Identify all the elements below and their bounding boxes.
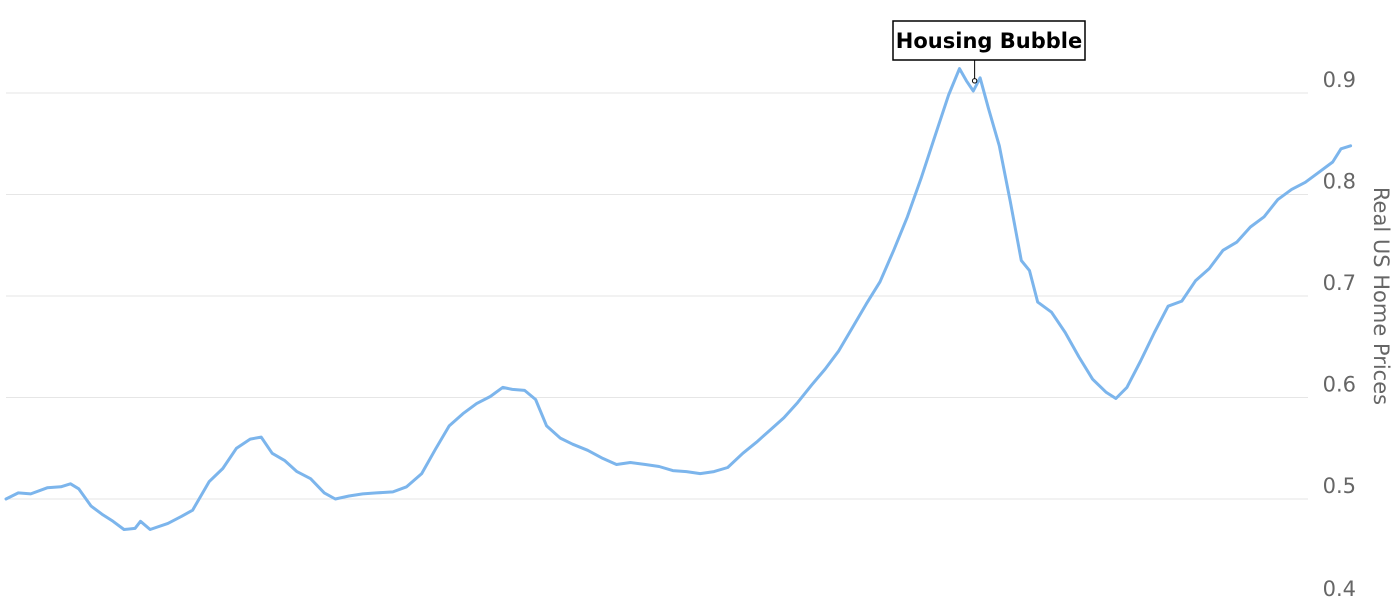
series-line (4, 67, 1353, 531)
series-layer (4, 67, 1353, 531)
annotation-label: Housing Bubble (896, 29, 1082, 53)
annotation-box (892, 20, 1086, 61)
grid-layer (6, 92, 1308, 500)
y-tick-label: 0.5 (1323, 474, 1356, 498)
y-tick-label: 0.9 (1323, 68, 1356, 92)
y-axis-title: Real US Home Prices (1369, 187, 1393, 405)
y-tick-label: 0.6 (1323, 373, 1356, 397)
y-tick-label: 0.7 (1323, 271, 1356, 295)
annotation-layer: Housing Bubble (892, 20, 1086, 84)
y-axis-ticks: 0.4 0.5 0.6 0.7 0.8 0.9 (1323, 68, 1356, 601)
annotation-point (971, 78, 978, 84)
y-tick-label: 0.8 (1323, 170, 1356, 194)
y-tick-label: 0.4 (1323, 577, 1356, 600)
